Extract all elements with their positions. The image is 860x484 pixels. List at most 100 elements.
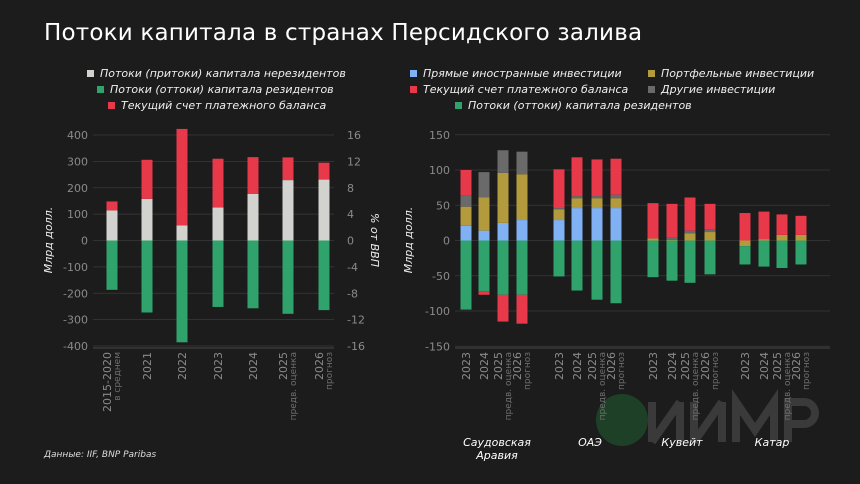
- y-tick-label: -400: [63, 340, 88, 353]
- x-tick-label: 2015-2020: [101, 352, 114, 412]
- bar-nonresident-inflows: [212, 207, 224, 241]
- legend-label: Текущий счет платежного баланса: [423, 83, 629, 96]
- legend-label: Прямые иностранные инвестиции: [423, 67, 622, 80]
- legend-fdi: Прямые иностранные инвестиции: [410, 67, 622, 80]
- page-title: Потоки капитала в странах Персидского за…: [44, 20, 643, 46]
- bar-current-account: [591, 159, 603, 197]
- bar-resident-outflows: [795, 240, 807, 265]
- x-tick-label: 2024: [247, 352, 260, 380]
- bar-current-account: [704, 203, 716, 230]
- bar-resident-outflows: [212, 240, 224, 307]
- bar-portfolio: [516, 174, 528, 221]
- bar-other: [666, 237, 678, 240]
- bar-resident-outflows: [247, 240, 259, 309]
- bar-resident-outflows: [282, 240, 294, 314]
- legend-label: Другие инвестиции: [661, 83, 776, 96]
- bar-portfolio: [571, 198, 583, 209]
- y-tick-label: -50: [432, 270, 450, 283]
- y2-tick-label: -8: [347, 287, 358, 300]
- y-tick-label: -100: [425, 305, 450, 318]
- bar-portfolio: [739, 240, 751, 247]
- x-tick-label: 2023: [739, 352, 752, 380]
- bar-portfolio: [591, 198, 603, 209]
- bar-current-account: [666, 203, 678, 238]
- bar-current-account: [553, 169, 565, 209]
- bar-resident-outflows: [758, 240, 770, 267]
- y2-tick-label: 4: [347, 208, 354, 221]
- y-tick-label: -200: [63, 287, 88, 300]
- bar-fdi: [610, 208, 622, 241]
- bar-nonresident-inflows: [282, 180, 294, 241]
- bar-fdi: [591, 208, 603, 241]
- y2-tick-label: 12: [347, 155, 361, 168]
- bar-current-account: [516, 294, 528, 324]
- legend-swatch: [648, 70, 655, 77]
- y-tick-label: 100: [429, 164, 450, 177]
- country-label: Саудовская: [463, 436, 531, 449]
- country-label: Кувейт: [661, 436, 703, 449]
- y-tick-label: 100: [67, 208, 88, 221]
- bar-resident-outflows: [647, 240, 659, 278]
- bar-current-account: [571, 157, 583, 197]
- bar-current-account: [758, 211, 770, 240]
- bar-current-account: [739, 213, 751, 241]
- legend-label: Потоки (притоки) капитала нерезидентов: [100, 67, 346, 80]
- y2-axis-label: % от ВВП: [368, 213, 381, 267]
- y-axis-label: Млрд долл.: [42, 207, 55, 274]
- bar-portfolio: [478, 197, 490, 231]
- bar-resident-outflows: [553, 240, 565, 277]
- bar-portfolio: [684, 233, 696, 241]
- bar-resident-outflows: [497, 240, 509, 295]
- bar-resident-outflows: [591, 240, 603, 300]
- bar-other: [478, 172, 490, 198]
- x-tick-label: 2024: [758, 352, 771, 380]
- y2-tick-label: -12: [347, 314, 365, 327]
- bar-portfolio: [647, 238, 659, 241]
- y-tick-label: -150: [425, 340, 450, 353]
- bar-portfolio: [497, 172, 509, 223]
- bar-resident-outflows: [141, 240, 153, 313]
- bar-fdi: [497, 222, 509, 241]
- bar-fdi: [553, 220, 565, 241]
- x-tick-label: 2023: [460, 352, 473, 380]
- bar-other: [704, 229, 716, 233]
- bar-resident-outflows: [571, 240, 583, 291]
- x-tick-label: 2024: [478, 352, 491, 380]
- bar-current-account: [247, 157, 259, 194]
- country-label: ОАЭ: [578, 436, 602, 449]
- bar-resident-outflows: [739, 246, 751, 265]
- bar-resident-outflows: [666, 240, 678, 281]
- x-tick-label: 2024: [571, 352, 584, 380]
- y-tick-label: 0: [81, 235, 88, 248]
- bar-portfolio: [553, 209, 565, 221]
- y-tick-label: 50: [436, 199, 450, 212]
- x-tick-label: 2025: [277, 352, 290, 380]
- country-label: Аравия: [475, 449, 518, 462]
- country-label: Катар: [755, 436, 790, 449]
- bar-other: [460, 195, 472, 207]
- legend-resident-outflows-right: Потоки (оттоки) капитала резидентов: [455, 99, 692, 112]
- bar-portfolio: [666, 239, 678, 241]
- x-tick-sublabel: прогноз: [802, 352, 812, 390]
- bar-nonresident-inflows: [247, 193, 259, 241]
- bar-current-account: [795, 215, 807, 235]
- bar-current-account: [647, 203, 659, 239]
- legend-current-account-right: Текущий счет платежного баланса: [410, 83, 628, 96]
- x-tick-sublabel: предв. оценка: [691, 352, 701, 420]
- x-tick-label: 2026: [699, 352, 712, 380]
- legend-swatch: [410, 86, 417, 93]
- legend-label: Текущий счет платежного баланса: [121, 99, 327, 112]
- bar-resident-outflows: [460, 240, 472, 310]
- x-tick-label: 2024: [666, 352, 679, 380]
- bar-nonresident-inflows: [106, 210, 118, 241]
- x-tick-label: 2023: [553, 352, 566, 380]
- x-tick-label: 2026: [605, 352, 618, 380]
- y-tick-label: 400: [67, 129, 88, 142]
- bar-resident-outflows: [610, 240, 622, 304]
- x-tick-label: 2025: [586, 352, 599, 380]
- legend-swatch: [410, 70, 417, 77]
- y2-tick-label: 0: [347, 235, 354, 248]
- y2-tick-label: -4: [347, 261, 358, 274]
- y-tick-label: 300: [67, 155, 88, 168]
